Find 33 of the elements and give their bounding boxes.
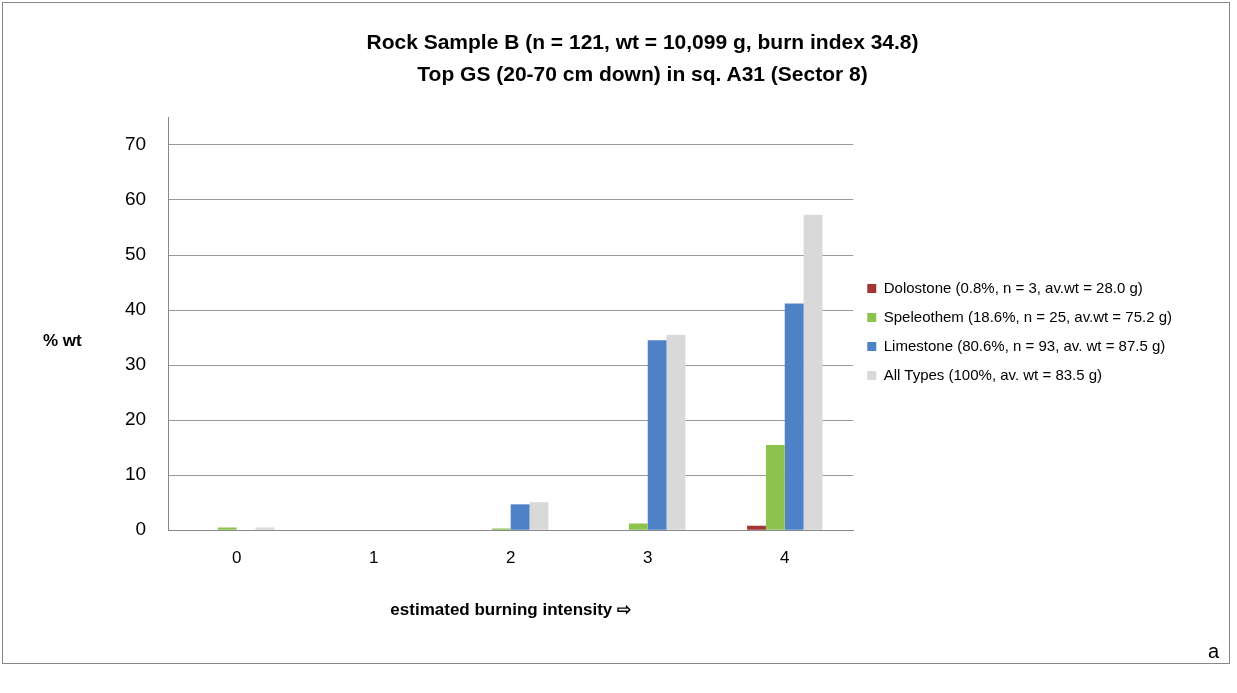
bar [647, 340, 667, 530]
legend-label: Dolostone (0.8%, n = 3, av.wt = 28.0 g) [883, 278, 1143, 296]
bar [747, 525, 766, 530]
y-tick-label: 30 [124, 353, 147, 375]
y-tick-label: 50 [124, 243, 147, 265]
y-tick-label: 10 [124, 463, 147, 485]
bar [666, 334, 686, 530]
x-tick-label: 0 [231, 548, 242, 568]
chart-title: Rock Sample B (n = 121, wt = 10,099 g, burn index 34.8) [366, 30, 919, 54]
bar [628, 523, 648, 530]
x-tick-label: 2 [505, 548, 516, 568]
bar [784, 303, 804, 530]
y-tick-label: 70 [124, 133, 147, 155]
text: a [1207, 640, 1219, 663]
bar [529, 502, 549, 530]
bar [803, 214, 823, 530]
bar [765, 444, 785, 530]
y-tick-label: 40 [124, 298, 147, 320]
legend-label: All Types (100%, av. wt = 83.5 g) [883, 365, 1103, 383]
x-tick-label: 3 [642, 548, 653, 568]
chart-subtitle: Top GS (20-70 cm down) in sq. A31 (Sector 8) [417, 61, 868, 85]
bar [217, 527, 237, 530]
x-tick-label: 1 [368, 548, 379, 568]
y-tick-label: 0 [135, 518, 147, 540]
y-tick-label: 20 [124, 408, 147, 430]
legend-label: Limestone (80.6%, n = 93, av. wt = 87.5 g) [883, 336, 1166, 354]
legend-label: Speleothem (18.6%, n = 25, av.wt = 75.2 g) [883, 307, 1172, 325]
y-tick-label: 60 [124, 188, 147, 210]
x-axis-title: estimated burning intensity ⇨ [390, 600, 632, 620]
y-axis-title: % wt [43, 331, 83, 351]
bar [255, 527, 275, 530]
bar [510, 504, 530, 530]
x-tick-label: 4 [780, 548, 790, 568]
